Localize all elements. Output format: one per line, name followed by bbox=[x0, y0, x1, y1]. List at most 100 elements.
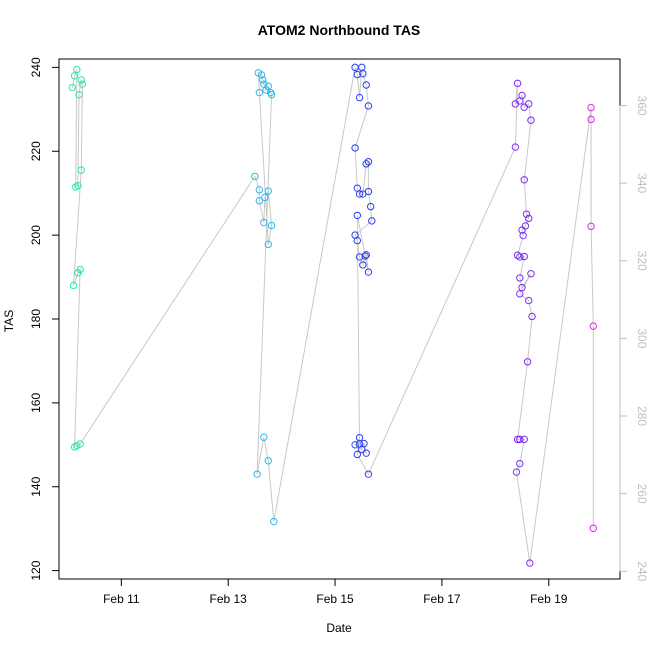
data-point bbox=[520, 176, 528, 184]
data-point bbox=[364, 158, 373, 166]
x-tick-label: Feb 15 bbox=[316, 592, 354, 606]
data-point bbox=[76, 440, 84, 448]
x-tick-label: Feb 11 bbox=[103, 592, 140, 606]
data-point bbox=[360, 439, 368, 448]
y2-tick-label: 360 bbox=[635, 96, 649, 116]
data-point bbox=[525, 296, 533, 305]
trace-line-group bbox=[71, 67, 594, 564]
data-point bbox=[519, 231, 527, 240]
data-point bbox=[368, 217, 376, 225]
data-point bbox=[255, 88, 264, 97]
data-point bbox=[361, 252, 369, 260]
data-point bbox=[74, 181, 82, 190]
data-point bbox=[351, 144, 359, 152]
data-point bbox=[261, 193, 269, 202]
tas-trace-line bbox=[71, 67, 594, 564]
plot-frame bbox=[58, 58, 621, 580]
data-point bbox=[528, 312, 536, 321]
data-point bbox=[362, 81, 370, 89]
data-point bbox=[264, 240, 272, 249]
axes-group: Feb 11 Feb 13 Feb 15 Feb 17 Feb 19 120 140 160 1… bbox=[29, 57, 649, 606]
data-point bbox=[70, 72, 79, 80]
data-point bbox=[267, 221, 276, 230]
data-point bbox=[513, 79, 522, 88]
y2-tick-label: 280 bbox=[635, 406, 649, 426]
data-point bbox=[260, 218, 268, 227]
data-point bbox=[353, 236, 362, 245]
data-point bbox=[355, 93, 364, 102]
x-tick-label: Feb 17 bbox=[423, 592, 461, 606]
data-point bbox=[359, 69, 367, 78]
data-point bbox=[253, 470, 261, 478]
data-point bbox=[518, 91, 526, 100]
data-point bbox=[523, 358, 532, 366]
data-point bbox=[518, 226, 526, 234]
data-point bbox=[589, 524, 597, 532]
y2-tick-label: 340 bbox=[635, 173, 649, 193]
y2-tick-label: 320 bbox=[635, 251, 649, 271]
chart-title: ATOM2 Northbound TAS bbox=[258, 22, 421, 38]
data-point bbox=[353, 70, 362, 79]
data-point bbox=[516, 290, 524, 298]
data-point bbox=[264, 457, 272, 465]
data-point bbox=[364, 187, 373, 196]
data-point bbox=[525, 100, 533, 108]
data-point bbox=[270, 517, 278, 526]
data-point bbox=[255, 186, 264, 194]
data-point bbox=[260, 433, 268, 441]
data-point bbox=[73, 65, 81, 74]
data-point bbox=[516, 274, 524, 282]
data-point bbox=[264, 82, 272, 90]
y-tick-label: 200 bbox=[29, 225, 43, 245]
data-point bbox=[355, 190, 364, 198]
data-point bbox=[362, 160, 370, 168]
data-point bbox=[355, 253, 364, 261]
data-point bbox=[512, 468, 521, 476]
y2-tick-label: 240 bbox=[635, 561, 649, 581]
data-point bbox=[587, 115, 595, 124]
y-tick-label: 220 bbox=[29, 141, 43, 161]
data-point bbox=[258, 76, 267, 84]
data-point bbox=[251, 172, 259, 181]
data-point bbox=[518, 283, 526, 292]
data-point bbox=[527, 270, 535, 278]
data-point bbox=[362, 251, 370, 259]
data-point bbox=[257, 71, 266, 79]
data-point bbox=[359, 261, 367, 269]
data-point bbox=[362, 449, 370, 457]
data-point bbox=[351, 441, 359, 449]
data-point bbox=[516, 459, 524, 468]
data-point bbox=[522, 210, 531, 218]
data-point bbox=[364, 470, 373, 478]
data-point bbox=[511, 143, 520, 151]
data-point bbox=[68, 83, 77, 92]
data-point bbox=[520, 252, 528, 261]
data-point bbox=[587, 103, 595, 112]
data-point bbox=[364, 102, 373, 110]
y-axis-label: TAS bbox=[2, 310, 16, 332]
y2-tick-label: 300 bbox=[635, 328, 649, 348]
y-tick-label: 120 bbox=[29, 560, 43, 580]
data-point bbox=[355, 433, 364, 442]
data-point bbox=[76, 265, 84, 274]
data-point bbox=[77, 166, 85, 174]
x-tick-label: Feb 19 bbox=[530, 592, 568, 606]
y-tick-label: 180 bbox=[29, 309, 43, 329]
data-point bbox=[520, 435, 528, 444]
data-point bbox=[353, 450, 362, 459]
data-point bbox=[267, 90, 276, 99]
y2-tick-label: 260 bbox=[635, 484, 649, 504]
data-point bbox=[525, 214, 533, 223]
data-point bbox=[353, 211, 362, 220]
data-point bbox=[264, 187, 272, 195]
x-axis-label: Date bbox=[326, 621, 352, 635]
data-point bbox=[526, 559, 534, 567]
data-point bbox=[255, 197, 264, 205]
data-point bbox=[366, 202, 375, 211]
data-point bbox=[364, 268, 373, 276]
data-point bbox=[589, 322, 597, 330]
data-point bbox=[516, 253, 524, 261]
y-tick-label: 160 bbox=[29, 393, 43, 413]
data-point bbox=[527, 116, 535, 124]
